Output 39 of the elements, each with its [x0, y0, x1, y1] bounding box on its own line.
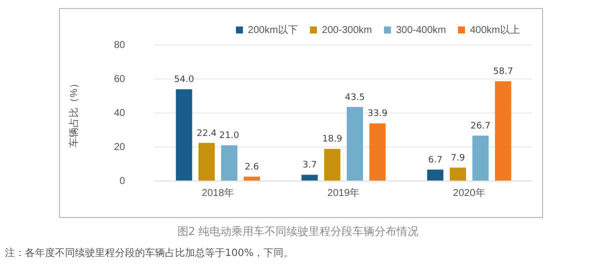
x-tick-label: 2020年 — [453, 186, 486, 199]
data-label: 58.7 — [493, 67, 514, 78]
y-tick-label: 80 — [114, 40, 126, 51]
data-label: 33.9 — [367, 109, 388, 120]
bar — [244, 176, 260, 180]
legend-label: 200km以下 — [248, 24, 298, 36]
bar — [176, 89, 192, 180]
y-tick-label: 60 — [114, 74, 126, 85]
text: 图2 纯电动乘用车不同续驶里程分段车辆分布情况 — [176, 224, 420, 239]
legend-label: 400km以上 — [470, 24, 520, 36]
bar — [324, 148, 340, 180]
data-label: 21.0 — [219, 131, 240, 142]
y-tick-label: 20 — [114, 142, 126, 153]
data-label: 7.9 — [450, 153, 466, 164]
legend-label: 200-300km — [322, 24, 372, 36]
y-tick-label: 40 — [114, 108, 126, 119]
data-label: 43.5 — [344, 92, 365, 103]
y-axis-title: 车辆占比（%） — [68, 78, 80, 148]
bar — [221, 145, 238, 180]
data-label: 22.4 — [196, 128, 217, 139]
bar — [427, 170, 444, 180]
data-label: 3.7 — [302, 160, 317, 171]
bar — [346, 107, 364, 180]
data-label: 6.7 — [428, 155, 442, 166]
bar — [472, 136, 489, 180]
bar — [198, 142, 215, 180]
data-label: 26.7 — [470, 121, 491, 132]
data-label: 2.6 — [244, 162, 260, 172]
bar — [369, 123, 386, 180]
legend-label: 300-400km — [396, 24, 446, 36]
data-label: 18.9 — [322, 134, 343, 145]
y-tick-label: 0 — [120, 176, 126, 187]
bar — [494, 81, 512, 180]
x-tick-label: 2019年 — [327, 186, 360, 199]
x-tick-label: 2018年 — [202, 186, 234, 199]
text: 注：各年度不同续驶里程分段的车辆占比加总等于100%，下同。 — [5, 246, 294, 260]
bar — [450, 168, 466, 180]
bar — [302, 174, 318, 180]
data-label: 54.0 — [174, 75, 194, 86]
